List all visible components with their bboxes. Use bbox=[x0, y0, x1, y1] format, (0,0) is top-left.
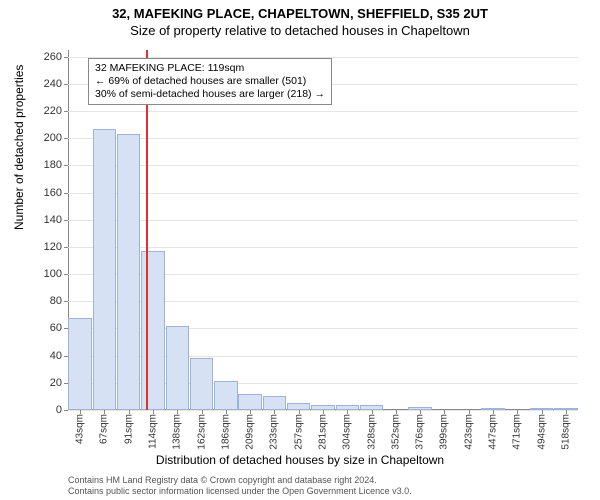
xtick-label: 376sqm bbox=[415, 414, 426, 450]
xtick-label: 43sqm bbox=[75, 414, 86, 444]
ytick-mark bbox=[64, 356, 68, 357]
xtick-mark bbox=[153, 410, 154, 414]
xtick-label: 471sqm bbox=[512, 414, 523, 450]
ytick-label: 100 bbox=[22, 268, 62, 280]
xtick-label: 352sqm bbox=[390, 414, 401, 450]
xtick-label: 138sqm bbox=[172, 414, 183, 450]
ytick-mark bbox=[64, 247, 68, 248]
ytick-label: 20 bbox=[22, 377, 62, 389]
ytick-mark bbox=[64, 84, 68, 85]
xtick-label: 114sqm bbox=[148, 414, 159, 449]
xtick-mark bbox=[129, 410, 130, 414]
xtick-mark bbox=[177, 410, 178, 414]
ytick-mark bbox=[64, 274, 68, 275]
xtick-label: 186sqm bbox=[220, 414, 231, 450]
xtick-label: 257sqm bbox=[293, 414, 304, 450]
ytick-mark bbox=[64, 410, 68, 411]
ytick-mark bbox=[64, 193, 68, 194]
xtick-label: 423sqm bbox=[463, 414, 474, 450]
xtick-label: 67sqm bbox=[99, 414, 110, 444]
annotation-box: 32 MAFEKING PLACE: 119sqm← 69% of detach… bbox=[88, 58, 332, 105]
bar bbox=[190, 358, 213, 410]
xtick-label: 399sqm bbox=[439, 414, 450, 450]
bar bbox=[214, 381, 237, 410]
xtick-mark bbox=[396, 410, 397, 414]
xtick-label: 233sqm bbox=[269, 414, 280, 450]
bar bbox=[93, 129, 116, 410]
xtick-label: 328sqm bbox=[366, 414, 377, 450]
title-main: 32, MAFEKING PLACE, CHAPELTOWN, SHEFFIEL… bbox=[0, 0, 600, 21]
xtick-label: 209sqm bbox=[245, 414, 256, 450]
ytick-label: 220 bbox=[22, 105, 62, 117]
ytick-label: 60 bbox=[22, 322, 62, 334]
ytick-label: 260 bbox=[22, 51, 62, 63]
chart-area: 02040608010012014016018020022024026043sq… bbox=[68, 50, 578, 410]
ytick-label: 200 bbox=[22, 132, 62, 144]
xtick-mark bbox=[469, 410, 470, 414]
ytick-mark bbox=[64, 220, 68, 221]
xtick-mark bbox=[250, 410, 251, 414]
bar bbox=[287, 403, 310, 410]
xtick-mark bbox=[493, 410, 494, 414]
ytick-mark bbox=[64, 383, 68, 384]
xtick-mark bbox=[542, 410, 543, 414]
xtick-label: 281sqm bbox=[318, 414, 329, 450]
annotation-line: 30% of semi-detached houses are larger (… bbox=[95, 88, 325, 101]
xtick-mark bbox=[226, 410, 227, 414]
plot: 02040608010012014016018020022024026043sq… bbox=[68, 50, 578, 410]
xtick-mark bbox=[517, 410, 518, 414]
ytick-label: 160 bbox=[22, 187, 62, 199]
xtick-mark bbox=[274, 410, 275, 414]
ytick-label: 140 bbox=[22, 214, 62, 226]
xtick-label: 304sqm bbox=[342, 414, 353, 450]
ytick-mark bbox=[64, 138, 68, 139]
bar bbox=[117, 134, 140, 410]
xtick-mark bbox=[80, 410, 81, 414]
footer: Contains HM Land Registry data © Crown c… bbox=[68, 475, 412, 497]
xtick-mark bbox=[372, 410, 373, 414]
gridline bbox=[68, 138, 578, 139]
x-axis-label: Distribution of detached houses by size … bbox=[0, 453, 600, 467]
xtick-label: 518sqm bbox=[560, 414, 571, 450]
ytick-mark bbox=[64, 165, 68, 166]
gridline bbox=[68, 247, 578, 248]
gridline bbox=[68, 220, 578, 221]
xtick-mark bbox=[347, 410, 348, 414]
xtick-label: 162sqm bbox=[196, 414, 207, 450]
title-sub: Size of property relative to detached ho… bbox=[0, 21, 600, 38]
ytick-mark bbox=[64, 111, 68, 112]
ytick-label: 0 bbox=[22, 404, 62, 416]
ytick-mark bbox=[64, 301, 68, 302]
bar bbox=[166, 326, 189, 410]
xtick-mark bbox=[104, 410, 105, 414]
xtick-label: 447sqm bbox=[488, 414, 499, 450]
xtick-mark bbox=[202, 410, 203, 414]
ytick-mark bbox=[64, 57, 68, 58]
xtick-mark bbox=[299, 410, 300, 414]
xtick-mark bbox=[323, 410, 324, 414]
xtick-mark bbox=[444, 410, 445, 414]
xtick-mark bbox=[420, 410, 421, 414]
footer-line: Contains HM Land Registry data © Crown c… bbox=[68, 475, 412, 486]
ytick-mark bbox=[64, 328, 68, 329]
gridline bbox=[68, 111, 578, 112]
bar bbox=[263, 396, 286, 410]
footer-line: Contains public sector information licen… bbox=[68, 486, 412, 497]
xtick-mark bbox=[566, 410, 567, 414]
ytick-label: 240 bbox=[22, 78, 62, 90]
ytick-label: 80 bbox=[22, 295, 62, 307]
ytick-label: 180 bbox=[22, 159, 62, 171]
xtick-label: 91sqm bbox=[123, 414, 134, 444]
bar bbox=[68, 318, 91, 410]
ytick-label: 120 bbox=[22, 241, 62, 253]
bar bbox=[238, 394, 261, 410]
ytick-label: 40 bbox=[22, 350, 62, 362]
gridline bbox=[68, 165, 578, 166]
xtick-label: 494sqm bbox=[536, 414, 547, 450]
annotation-line: ← 69% of detached houses are smaller (50… bbox=[95, 75, 325, 88]
annotation-line: 32 MAFEKING PLACE: 119sqm bbox=[95, 62, 325, 75]
gridline bbox=[68, 193, 578, 194]
